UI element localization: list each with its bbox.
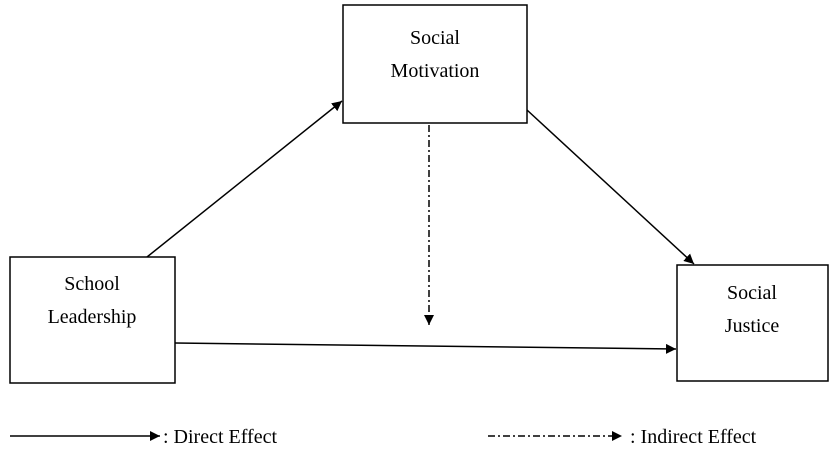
legend-label: : Direct Effect — [163, 426, 277, 448]
node-label: Leadership — [48, 306, 137, 328]
arrow — [146, 100, 343, 258]
node-label: Justice — [725, 315, 780, 337]
node-label: School — [64, 273, 120, 295]
node-label: Social — [727, 282, 777, 304]
node-label: Motivation — [391, 60, 480, 82]
legend-label: : Indirect Effect — [630, 426, 757, 448]
node-box — [676, 264, 829, 382]
node-box — [342, 4, 528, 124]
arrow — [174, 342, 677, 354]
arrow — [526, 109, 695, 265]
node-box — [9, 256, 176, 384]
node-label: Social — [410, 27, 460, 49]
